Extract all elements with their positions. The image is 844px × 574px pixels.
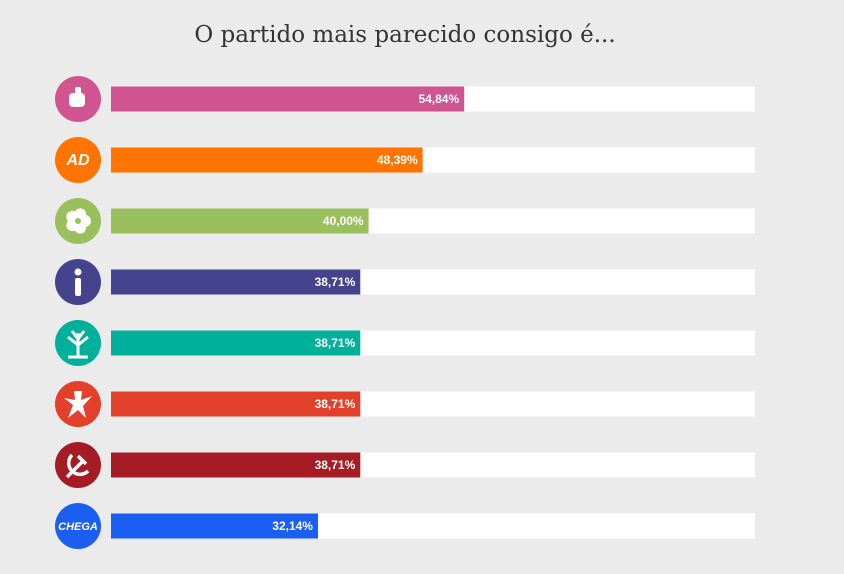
party-icon	[67, 330, 89, 359]
bar	[111, 86, 465, 112]
bar	[111, 452, 361, 478]
bar	[111, 269, 361, 295]
party-icon	[69, 87, 85, 107]
icon	[69, 93, 85, 107]
party-logo-text: CHEGA	[58, 521, 98, 533]
bar	[111, 391, 361, 417]
value-label: 38,71%	[315, 458, 356, 472]
bar	[111, 208, 369, 234]
party-icon	[65, 453, 90, 479]
party-logo	[55, 137, 101, 183]
icon	[64, 391, 92, 418]
party-logo	[55, 503, 101, 549]
value-label: 40,00%	[323, 214, 364, 228]
value-label: 48,39%	[377, 153, 418, 167]
value-label: 32,14%	[272, 519, 313, 533]
icon	[75, 87, 81, 95]
chart-title: O partido mais parecido consigo é...	[194, 22, 615, 48]
bar	[111, 513, 318, 539]
party-logo-text: AD	[65, 152, 90, 169]
icon	[67, 330, 89, 359]
party-icon	[66, 208, 91, 234]
icon	[65, 453, 90, 479]
party-icon	[64, 391, 92, 418]
icon	[75, 218, 81, 224]
value-label: 38,71%	[315, 275, 356, 289]
icon	[74, 208, 87, 221]
icon	[74, 268, 82, 276]
value-label: 38,71%	[315, 336, 356, 350]
party-icon	[74, 268, 82, 296]
bar	[111, 330, 361, 356]
value-label: 38,71%	[315, 397, 356, 411]
value-label: 54,84%	[418, 92, 459, 106]
bar	[111, 147, 423, 173]
icon	[75, 278, 81, 296]
